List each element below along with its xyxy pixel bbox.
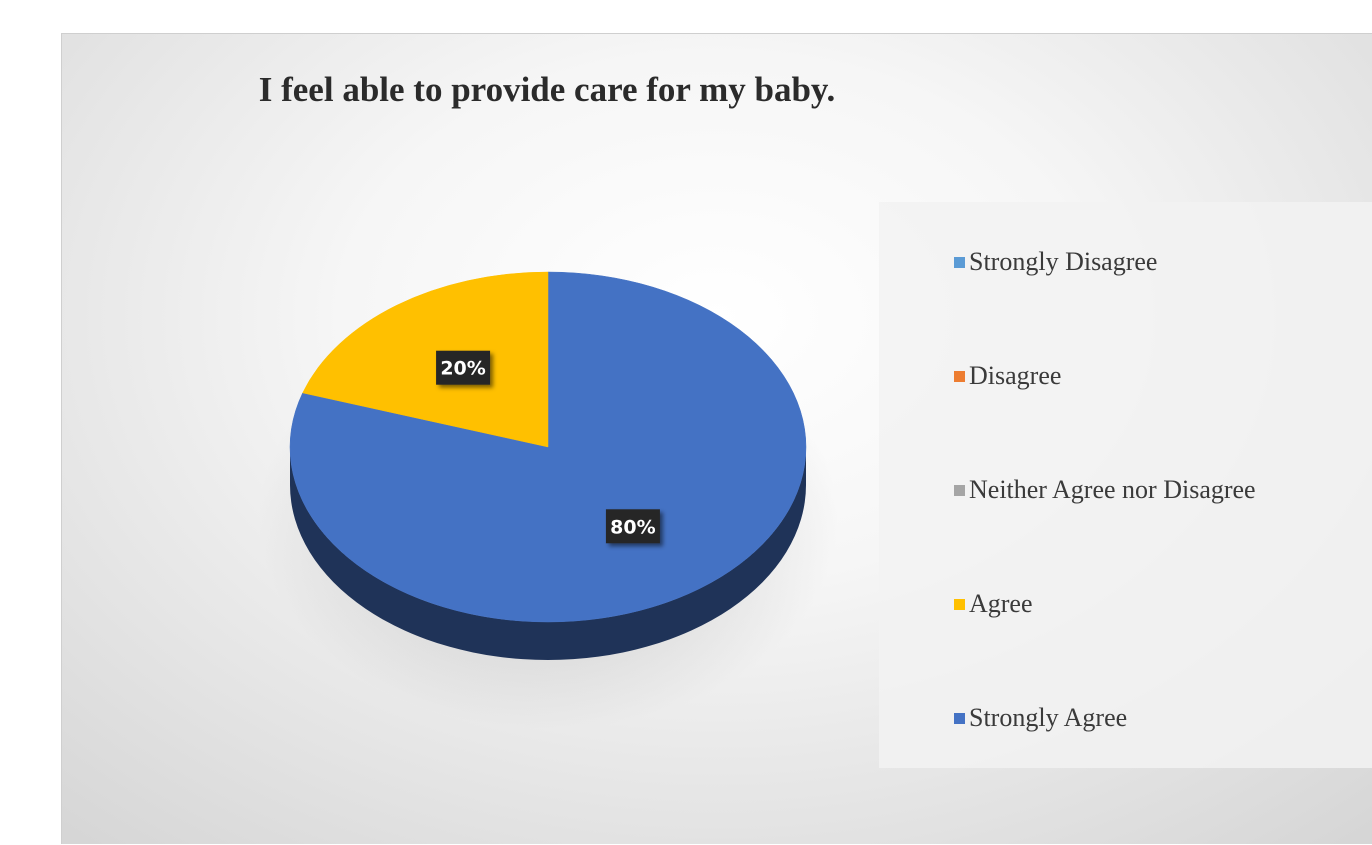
legend-label: Strongly Disagree [969, 247, 1158, 276]
pie-side-strongly-agree [290, 447, 806, 660]
legend: Strongly Disagree Disagree Neither Agree n… [879, 202, 1372, 768]
legend-swatch [954, 712, 965, 724]
pie-slice-agree [302, 271, 549, 448]
legend-label: Strongly Agree [969, 703, 1128, 732]
pie-labels: 80% 20% [436, 350, 660, 544]
pie-tops [289, 271, 807, 623]
legend-swatch [954, 256, 965, 268]
legend-swatch [954, 484, 965, 496]
legend-label: Neither Agree nor Disagree [969, 475, 1256, 504]
data-label-box [436, 350, 491, 385]
data-label-box [605, 509, 660, 544]
legend-item-neither-agree-nor-disagree: Neither Agree nor Disagree [954, 475, 1256, 505]
legend-label: Agree [969, 589, 1033, 618]
legend-swatch [954, 598, 965, 610]
legend-swatch [954, 370, 965, 382]
data-label-agree: 20% [436, 350, 491, 385]
legend-item-strongly-disagree: Strongly Disagree [954, 247, 1157, 277]
data-label-strongly-agree: 80% [605, 509, 660, 544]
pie-slice-strongly-agree [289, 271, 807, 623]
pie-sides [290, 447, 806, 660]
legend-item-agree: Agree [954, 589, 1033, 619]
chart-title: I feel able to provide care for my baby. [258, 70, 836, 109]
legend-label: Disagree [969, 361, 1062, 390]
chart-area: I feel able to provide care for my baby.… [61, 33, 1372, 844]
legend-item-disagree: Disagree [954, 361, 1061, 391]
pie-chart: 80% 20% [258, 271, 838, 729]
legend-item-strongly-agree: Strongly Agree [954, 703, 1127, 733]
data-label-text: 80% [610, 516, 655, 538]
data-label-text: 20% [440, 358, 485, 380]
